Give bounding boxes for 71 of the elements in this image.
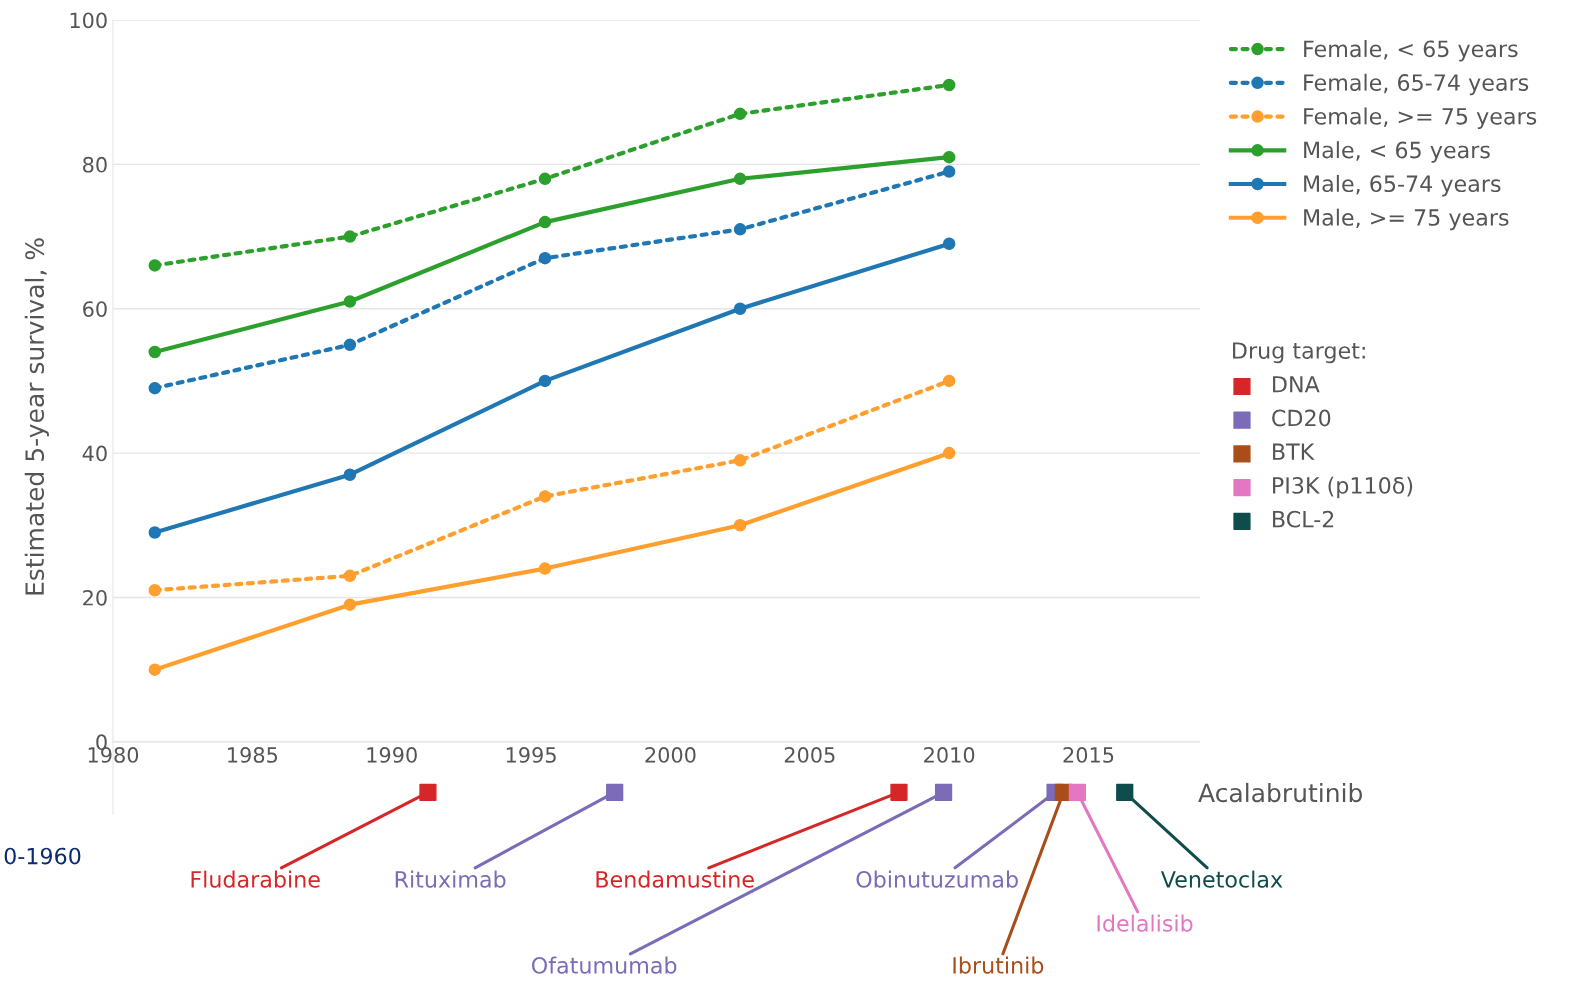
- annotation: Acalabrutinib: [1198, 782, 1363, 803]
- legend-label: BCL-2: [1273, 510, 1334, 528]
- point: [733, 172, 747, 186]
- annotation: Ibrutinib: [953, 956, 1044, 974]
- point: [148, 381, 162, 395]
- point: [733, 454, 747, 467]
- legend-label: Male, >= 75 years: [1304, 208, 1509, 231]
- point: [148, 259, 162, 272]
- point: [538, 490, 552, 503]
- annotation: Fludarabine: [191, 870, 320, 888]
- legend-label: Female, 65-74 years: [1304, 73, 1529, 96]
- point: [942, 237, 956, 251]
- point: [538, 562, 552, 575]
- x-tick-label: 1990: [367, 747, 417, 763]
- legend-label: Male, 65-74 years: [1304, 174, 1501, 197]
- annotation: Rituximab: [395, 870, 506, 888]
- legend-label: BTK: [1273, 443, 1315, 460]
- x-tick-label: 2000: [645, 747, 696, 763]
- point: [733, 107, 747, 121]
- point: [148, 663, 162, 676]
- annotation: Bendamustine: [596, 870, 754, 888]
- y-tick-label: 80: [83, 156, 107, 173]
- annotation: Venetoclax: [1160, 870, 1283, 888]
- legend-title: Drug target:: [1233, 342, 1365, 364]
- point: [343, 338, 357, 352]
- legend-label: Male, < 65 years: [1304, 141, 1490, 163]
- annotation: Obinutuzumab: [856, 870, 1018, 888]
- y-tick-label: 60: [83, 301, 107, 317]
- point: [343, 230, 357, 243]
- legend-label: DNA: [1273, 376, 1320, 393]
- point: [1068, 783, 1086, 801]
- point: [538, 215, 552, 229]
- y-tick-label: 100: [70, 12, 107, 29]
- x-tick-label: 2015: [1063, 747, 1114, 763]
- y-tick-label: 40: [82, 445, 107, 462]
- y-axis-title: Estimated 5-year survival, %: [24, 238, 49, 595]
- point: [538, 172, 552, 186]
- legend-label: Female, >= 75 years: [1304, 107, 1537, 129]
- legend-label: CD20: [1272, 409, 1331, 427]
- legend-label: PI3K (p110δ): [1273, 476, 1413, 499]
- point: [343, 598, 357, 611]
- point: [890, 783, 908, 801]
- point: [942, 78, 956, 92]
- point: [942, 150, 956, 164]
- text: 0-1960: [4, 847, 81, 865]
- point: [148, 345, 162, 359]
- y-tick-label: 20: [83, 589, 107, 606]
- point: [1116, 783, 1134, 801]
- x-tick-label: 2005: [784, 747, 835, 763]
- point: [343, 295, 357, 308]
- point: [733, 519, 747, 532]
- point: [606, 783, 624, 801]
- point: [419, 783, 437, 801]
- point: [942, 165, 956, 178]
- point: [148, 526, 162, 539]
- x-tick-label: 2010: [924, 747, 975, 763]
- point: [343, 569, 357, 583]
- point: [733, 223, 747, 236]
- point: [934, 783, 953, 801]
- annotation: Idelalisib: [1097, 914, 1193, 932]
- point: [942, 446, 956, 460]
- legend-label: Female, < 65 years: [1304, 40, 1518, 62]
- point: [538, 251, 552, 265]
- point: [148, 583, 162, 597]
- x-tick-label: 1995: [506, 747, 556, 763]
- point: [538, 374, 552, 388]
- point: [343, 468, 357, 481]
- x-tick-label: 1985: [228, 747, 278, 763]
- point: [942, 374, 956, 388]
- point: [733, 302, 747, 315]
- annotation: Ofatumumab: [532, 956, 677, 974]
